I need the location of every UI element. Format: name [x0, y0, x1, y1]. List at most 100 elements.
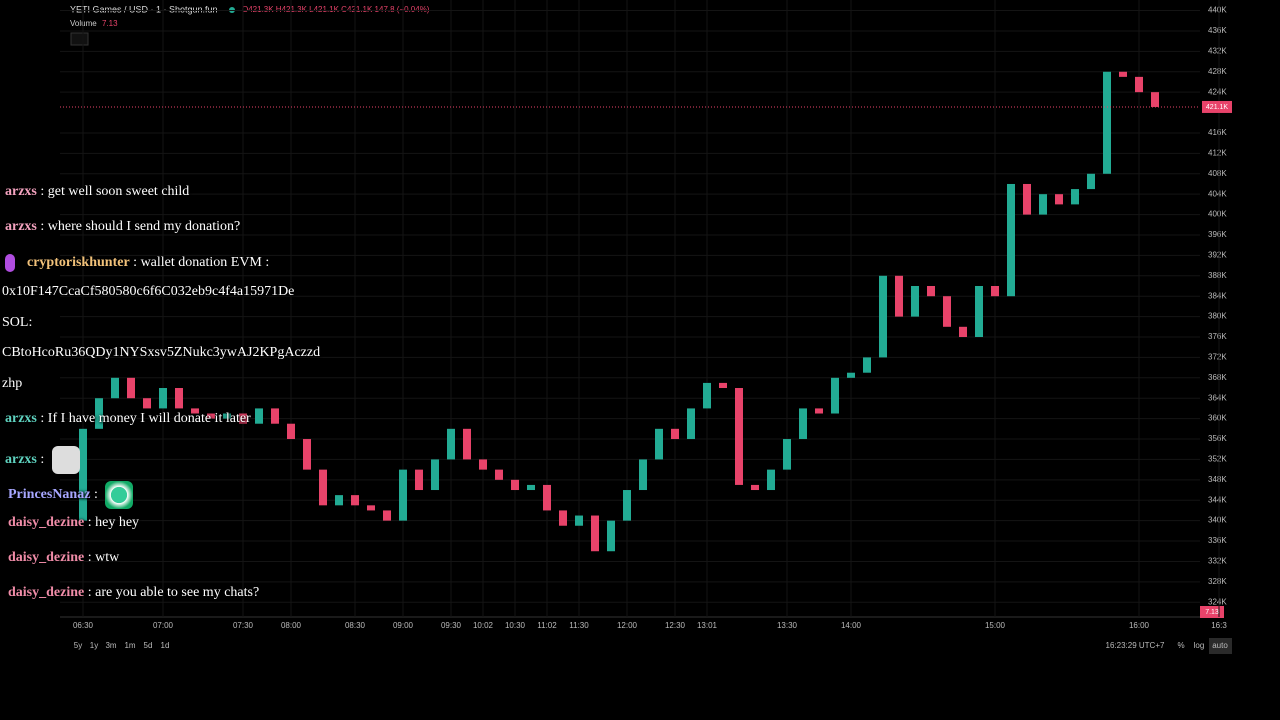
candle-body: [1007, 183, 1015, 297]
candle-body: [207, 413, 215, 419]
range-button[interactable]: 1y: [90, 641, 98, 650]
price-badge: [1202, 100, 1232, 113]
x-tick-label: 16:00: [1129, 621, 1150, 630]
range-button[interactable]: 5d: [144, 641, 153, 650]
x-tick-label: 15:00: [985, 621, 1006, 630]
y-tick-label: 352K: [1208, 455, 1227, 464]
y-tick-label: 376K: [1208, 332, 1227, 341]
candle-body: [383, 510, 391, 521]
y-tick-label: 396K: [1208, 230, 1227, 239]
range-button[interactable]: 1d: [161, 641, 170, 650]
separator: :: [133, 255, 138, 271]
y-tick-label: 424K: [1208, 87, 1227, 96]
y-tick-label: 412K: [1208, 148, 1227, 157]
y-tick-label: 372K: [1208, 353, 1227, 362]
y-tick-label: 432K: [1208, 46, 1227, 55]
message-text: wtw: [95, 550, 120, 565]
candle-body: [1023, 183, 1031, 215]
y-tick-label: 440K: [1208, 6, 1227, 15]
candle-body: [799, 408, 807, 440]
range-button[interactable]: 3m: [105, 641, 116, 650]
y-tick-label: 436K: [1208, 26, 1227, 35]
mic-icon: [5, 254, 15, 272]
message-text: If I have money I will donate it later: [47, 411, 251, 426]
candle-body: [239, 413, 247, 424]
candle-body: [671, 428, 679, 440]
candle-body: [95, 398, 103, 429]
range-button[interactable]: 1m: [124, 641, 135, 650]
percent-toggle[interactable]: %: [1177, 641, 1184, 650]
x-tick-label: 11:02: [537, 621, 557, 630]
x-tick-label: 10:02: [473, 621, 494, 630]
emote: [105, 481, 134, 509]
price-badge-text: 421.1K: [1206, 104, 1229, 111]
candle-body: [1119, 71, 1127, 77]
candle-body: [895, 275, 903, 317]
candle-body: [943, 296, 951, 327]
y-tick-label: 344K: [1208, 495, 1227, 504]
range-button[interactable]: 5y: [74, 641, 82, 650]
y-tick-label: 332K: [1208, 557, 1227, 566]
message-line: CBtoHcoRu36QDy1NYSxsv5ZNukc3ywAJ2KPgAczz…: [2, 345, 321, 360]
candle-body: [127, 377, 135, 399]
y-tick-label: 400K: [1208, 210, 1227, 219]
status-dot: [229, 7, 235, 13]
candle-body: [399, 469, 407, 521]
candle-body: [351, 495, 359, 506]
candle-body: [287, 423, 295, 440]
candle-body: [991, 285, 999, 297]
symbol: YETI Games / USD · 1 · Shotgun.fun: [70, 4, 218, 14]
chat-message: arzxs : where should I send my donation?: [5, 219, 240, 235]
x-tick-label: 13:01: [697, 621, 718, 630]
message-line: zhp: [2, 376, 23, 391]
separator: :: [40, 411, 45, 426]
x-tick-label: 08:30: [345, 621, 366, 630]
candle-body: [1087, 173, 1095, 190]
username: PrincesNanaz: [8, 487, 91, 503]
y-tick-label: 348K: [1208, 475, 1227, 484]
x-tick-label: 07:30: [233, 621, 254, 630]
username: arzxs: [5, 452, 37, 468]
chat-overlay: arzxs : get well soon sweet child arzxs :…: [0, 0, 400, 720]
y-tick-label: 356K: [1208, 434, 1227, 443]
candle-body: [1151, 92, 1159, 107]
chat-message: arzxs : get well soon sweet child: [5, 184, 189, 200]
chat-message: daisy_dezine : wtw: [8, 550, 119, 566]
candle-body: [847, 372, 855, 378]
chat-message: arzxs : If I have money I will donate it…: [5, 411, 251, 427]
candle-body: [911, 285, 919, 317]
candle-body: [623, 490, 631, 521]
candle-body: [191, 408, 199, 414]
candle-body: [751, 484, 759, 491]
candle-body: [607, 520, 615, 552]
emote: [51, 446, 80, 474]
candle-body: [1135, 76, 1143, 93]
candle-body: [511, 479, 519, 491]
candle-body: [1039, 194, 1047, 215]
candle-body: [79, 428, 87, 521]
chat-message: PrincesNanaz :: [8, 481, 134, 509]
candle-body: [975, 285, 983, 338]
y-tick-label: 408K: [1208, 169, 1227, 178]
x-tick-label: 16:3: [1211, 621, 1227, 630]
auto-toggle[interactable]: auto: [1212, 641, 1228, 650]
volume-label: Volume: [70, 19, 97, 28]
y-tick-label: 340K: [1208, 516, 1227, 525]
candle-body: [1055, 194, 1063, 205]
y-tick-label: 384K: [1208, 291, 1227, 300]
candle-body: [431, 459, 439, 491]
message-text: are you able to see my chats?: [95, 585, 260, 600]
candle-body: [559, 510, 567, 526]
message-line: 0x10F147CcaCf580580c6f6C032eb9c4f4a15971…: [2, 284, 295, 299]
y-tick-label: 324K: [1208, 597, 1227, 606]
candle-body: [111, 377, 119, 399]
candle-body: [367, 505, 375, 511]
y-tick-label: 380K: [1208, 312, 1227, 321]
auto-bg: [1209, 638, 1232, 654]
collapse-button[interactable]: [70, 32, 89, 46]
username: daisy_dezine: [8, 585, 85, 600]
log-toggle[interactable]: log: [1194, 641, 1205, 650]
y-tick-label: 336K: [1208, 536, 1227, 545]
